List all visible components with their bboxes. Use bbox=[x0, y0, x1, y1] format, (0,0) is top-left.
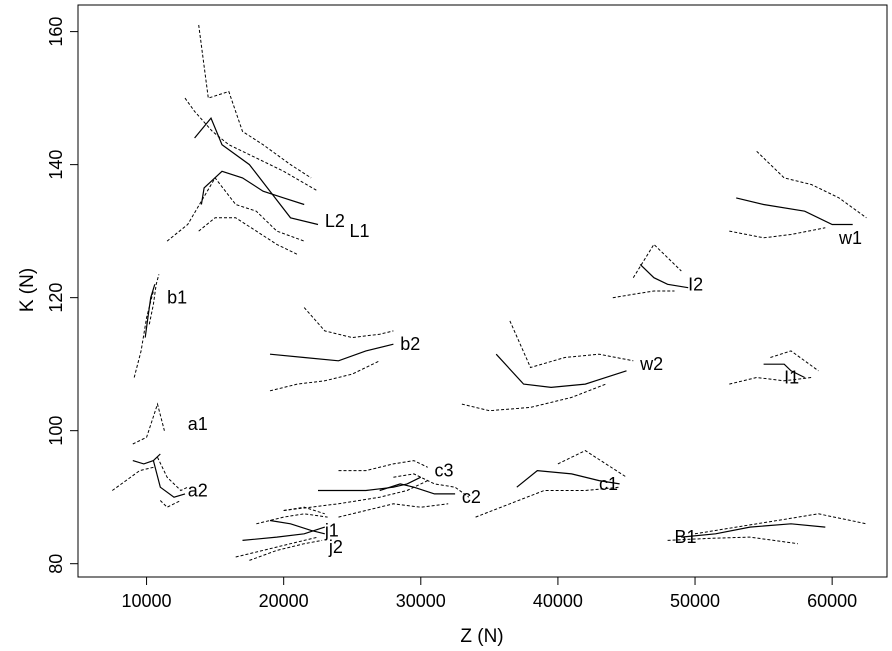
series-c1: c1 bbox=[475, 450, 627, 518]
series-label: c3 bbox=[435, 461, 454, 481]
series-upper-line bbox=[184, 97, 319, 192]
series-upper-line bbox=[632, 243, 682, 278]
series-mean-line bbox=[495, 353, 627, 389]
series-j1: j1 bbox=[235, 513, 339, 558]
series-a1: a1 bbox=[112, 402, 208, 491]
series-lower-line bbox=[249, 539, 323, 561]
series-label: c1 bbox=[599, 474, 618, 494]
series-lower-line bbox=[667, 536, 798, 545]
x-tick-label: 40000 bbox=[533, 591, 583, 611]
series-j2: j2 bbox=[249, 506, 343, 561]
series-label: L1 bbox=[349, 221, 369, 241]
series-mean-line bbox=[242, 526, 325, 541]
series-label: c2 bbox=[462, 487, 481, 507]
series-lower-line bbox=[235, 536, 319, 558]
series-label: b1 bbox=[167, 288, 187, 308]
series-lower-line bbox=[475, 486, 620, 518]
series-label: b2 bbox=[400, 334, 420, 354]
series-b2: b2 bbox=[269, 307, 420, 392]
series-mean-line bbox=[144, 284, 156, 338]
series-L2: L2 bbox=[184, 97, 345, 255]
series-mean-line bbox=[200, 170, 305, 206]
series-lower-line bbox=[112, 466, 154, 491]
series-mean-line bbox=[194, 116, 319, 226]
series-label: j2 bbox=[328, 537, 343, 557]
y-tick-label: 160 bbox=[46, 17, 66, 47]
y-tick-label: 80 bbox=[46, 554, 66, 574]
series-upper-line bbox=[756, 150, 867, 219]
series-mean-line bbox=[318, 476, 422, 492]
y-tick-label: 100 bbox=[46, 416, 66, 446]
tick-layer: 10000 20000 30000 40000 50000 60000 80 100 120 14… bbox=[46, 17, 857, 611]
series-mean-line bbox=[269, 343, 394, 362]
series-upper-line bbox=[694, 513, 867, 535]
series-lower-line bbox=[461, 383, 607, 412]
series-lower-line bbox=[612, 290, 675, 299]
series-label: a1 bbox=[188, 414, 208, 434]
series-upper-line bbox=[157, 457, 188, 492]
series-upper-line bbox=[198, 24, 312, 179]
series-upper-line bbox=[283, 506, 325, 515]
plot-frame bbox=[77, 4, 888, 578]
x-axis-label: Z (N) bbox=[460, 626, 503, 647]
series-label: I1 bbox=[784, 367, 799, 387]
x-tick-label: 50000 bbox=[670, 591, 720, 611]
series-mean-line bbox=[681, 523, 826, 538]
series-B1: B1 bbox=[667, 513, 867, 547]
series-upper-line bbox=[148, 274, 160, 325]
series-label: w1 bbox=[838, 228, 862, 248]
series-upper-line bbox=[509, 320, 634, 369]
series-upper-line bbox=[557, 450, 627, 478]
series-mean-line bbox=[736, 197, 853, 226]
series-upper-line bbox=[303, 307, 394, 339]
series-c3: c3 bbox=[283, 460, 454, 511]
x-tick-label: 60000 bbox=[807, 591, 857, 611]
series-upper-line bbox=[256, 513, 328, 525]
x-tick-label: 10000 bbox=[122, 591, 172, 611]
series-label: j1 bbox=[324, 520, 339, 540]
x-tick-label: 30000 bbox=[396, 591, 446, 611]
series-lower-line bbox=[198, 217, 298, 255]
series-upper-line bbox=[338, 460, 428, 472]
series-lower-line bbox=[133, 290, 154, 378]
y-tick-label: 140 bbox=[46, 150, 66, 180]
series-lower-line bbox=[159, 500, 182, 508]
series-w2: w2 bbox=[461, 320, 663, 412]
series-label: L2 bbox=[325, 211, 345, 231]
x-tick-label: 20000 bbox=[259, 591, 309, 611]
series-mean-line bbox=[152, 460, 186, 498]
series-mean-line bbox=[132, 453, 161, 465]
series-upper-line bbox=[132, 402, 165, 445]
series-a2: a2 bbox=[152, 457, 208, 508]
series-c2: c2 bbox=[338, 473, 481, 518]
series-mean-line bbox=[516, 469, 620, 488]
series-L1: L1 bbox=[166, 24, 370, 242]
series-mean-line bbox=[269, 519, 325, 535]
series-lower-line bbox=[166, 177, 305, 242]
series-lower-line bbox=[729, 227, 826, 239]
y-axis-label: K (N) bbox=[17, 268, 38, 312]
series-lower-line bbox=[729, 376, 812, 385]
series-I2: I2 bbox=[612, 243, 703, 299]
series-mean-line bbox=[639, 263, 689, 289]
series-w1: w1 bbox=[729, 150, 867, 248]
series-label: B1 bbox=[674, 527, 696, 547]
series-lower-line bbox=[338, 503, 449, 518]
series-label: w2 bbox=[639, 354, 663, 374]
series-lower-line bbox=[269, 360, 380, 392]
series-I1: I1 bbox=[729, 350, 819, 387]
series-upper-line bbox=[393, 473, 470, 498]
series-mean-line bbox=[379, 483, 456, 495]
series-b1: b1 bbox=[133, 274, 187, 378]
y-tick-label: 120 bbox=[46, 283, 66, 313]
series-label: a2 bbox=[188, 481, 208, 501]
series-label: I2 bbox=[688, 274, 703, 294]
series-upper-line bbox=[770, 350, 819, 372]
series-mean-line bbox=[763, 363, 805, 379]
